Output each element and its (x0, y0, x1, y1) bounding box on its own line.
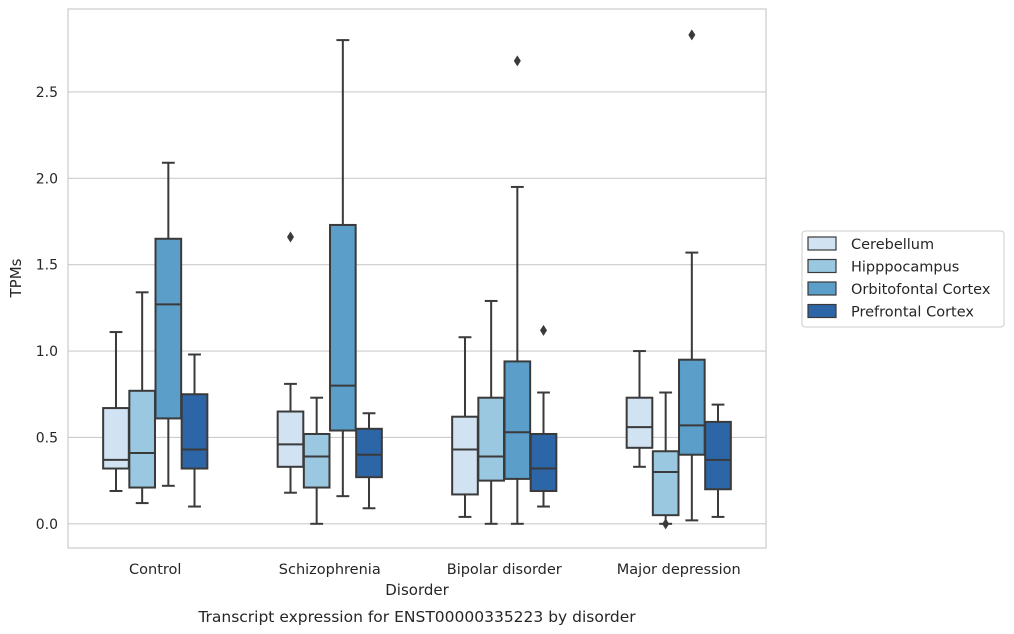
outlier-point (513, 55, 521, 67)
legend-label: Orbitofontal Cortex (851, 282, 991, 298)
box-iqr (180, 393, 209, 470)
legend-label: Hipppocampus (851, 260, 959, 276)
x-tick-label: Control (129, 562, 181, 578)
outlier-point (688, 29, 696, 41)
box-iqr (651, 450, 680, 517)
box-iqr (529, 432, 558, 492)
y-tick-label: 0.5 (36, 430, 58, 446)
outlier-point (540, 324, 548, 336)
outlier-point (286, 231, 294, 243)
box-2-1 (477, 299, 505, 525)
legend: Cerebellum Hipppocampus Orbitofontal Corte… (801, 230, 1005, 328)
y-tick-label: 1.5 (36, 258, 58, 274)
y-axis-label: TPMs (7, 258, 25, 298)
boxes (102, 29, 732, 530)
box-3-1 (651, 391, 680, 530)
legend-swatch (807, 258, 837, 274)
legend-swatch (807, 303, 837, 319)
box-3-0 (625, 350, 654, 468)
box-iqr (276, 410, 305, 468)
legend-label: Prefrontal Cortex (851, 305, 974, 321)
box-1-0 (276, 231, 305, 494)
box-0-0 (102, 331, 130, 492)
box-1-2 (329, 39, 357, 498)
x-tick-label: Schizophrenia (279, 562, 381, 578)
box-iqr (678, 358, 706, 456)
box-iqr (503, 360, 532, 480)
box-iqr (355, 427, 383, 479)
x-axis-label: Disorder (385, 581, 449, 599)
box-2-0 (451, 336, 479, 518)
box-0-1 (128, 291, 156, 505)
legend-swatch (807, 236, 837, 251)
box-2-3 (529, 324, 558, 508)
outlier-point (662, 518, 670, 530)
chart-caption: Transcript expression for ENST0000033522… (197, 608, 636, 626)
box-iqr (128, 389, 156, 489)
box-3-2 (678, 29, 706, 522)
y-tick-label: 0.0 (36, 517, 58, 533)
legend-swatch (807, 281, 837, 296)
legend-label: Cerebellum (851, 237, 934, 253)
plot-frame (67, 8, 767, 549)
y-tick-label: 2.0 (36, 171, 58, 187)
x-tick-label: Bipolar disorder (447, 562, 562, 578)
y-tick-label: 1.0 (36, 344, 58, 360)
box-iqr (329, 223, 357, 432)
x-tick-label: Major depression (617, 562, 741, 578)
box-0-2 (154, 161, 183, 487)
box-2-2 (503, 55, 532, 525)
box-iqr (154, 237, 183, 420)
y-tick-label: 2.5 (36, 85, 58, 101)
box-iqr (451, 415, 479, 496)
x-tick-labels: Control Schizophrenia Bipolar disorder Majo… (129, 562, 741, 578)
box-iqr (625, 396, 654, 449)
y-tick-labels: 0.0 0.5 1.0 1.5 2.0 2.5 (36, 85, 58, 533)
box-3-3 (704, 403, 732, 518)
box-iqr (302, 432, 331, 489)
legend-frame (801, 230, 1005, 328)
box-0-3 (180, 353, 209, 508)
box-1-1 (302, 396, 331, 525)
box-iqr (704, 420, 732, 491)
box-1-3 (355, 412, 383, 510)
box-iqr (477, 396, 505, 482)
